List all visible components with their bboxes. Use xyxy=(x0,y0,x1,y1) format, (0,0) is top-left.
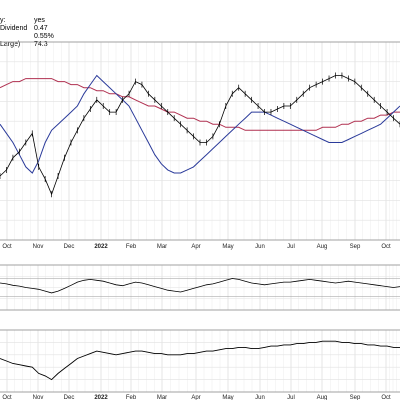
x-tick-label: Oct xyxy=(381,395,391,400)
x-tick-label: May xyxy=(222,244,233,250)
info-value: 0.47 xyxy=(34,25,48,32)
ma-long-line xyxy=(0,78,400,131)
info-panel: y: yes Dividend 0.47 0.55% Large) 74.3 xyxy=(0,1,54,57)
x-tick-label: 2022 xyxy=(94,395,108,400)
x-tick-label: Jul xyxy=(287,395,295,400)
x-tick-label: Dec xyxy=(64,244,75,250)
panel-borders xyxy=(0,41,400,393)
x-tick-label: Mar xyxy=(157,395,167,400)
oscillator-line xyxy=(0,278,400,294)
x-tick-label: Oct xyxy=(2,244,12,250)
x-tick-label: Aug xyxy=(317,244,328,250)
price-line xyxy=(0,75,400,196)
info-label: Dividend xyxy=(0,25,28,32)
x-tick-label: Feb xyxy=(126,244,137,250)
oscillator-panel-grid xyxy=(0,264,400,311)
x-tick-label: Feb xyxy=(126,395,137,400)
info-line: Large) 74.3 xyxy=(0,41,48,49)
x-tick-label: Oct xyxy=(381,244,391,250)
x-tick-label: Dec xyxy=(64,395,75,400)
info-label: Large) xyxy=(0,41,21,48)
ma-short-line xyxy=(0,74,400,174)
info-lines: y: yes Dividend 0.47 0.55% Large) 74.3 xyxy=(0,17,54,49)
info-value: 0.55% xyxy=(34,33,54,40)
relative-panel-grid xyxy=(0,329,400,393)
bottom-x-tick-labels: Oct Nov Dec 2022 Feb Mar Apr May Jun Jul Aug Sep Oct xyxy=(2,395,391,400)
x-tick-label: May xyxy=(222,395,233,400)
x-tick-label: Sep xyxy=(350,395,361,400)
info-line: 0.55% xyxy=(0,33,54,41)
info-value: 74.3 xyxy=(34,41,48,48)
x-tick-label: Nov xyxy=(33,244,44,250)
x-tick-label: Jul xyxy=(287,244,295,250)
x-tick-label: Oct xyxy=(2,395,12,400)
info-line: y: yes xyxy=(0,17,45,25)
x-tick-label: 2022 xyxy=(94,244,108,250)
x-tick-label: Jun xyxy=(255,244,265,250)
info-line: Dividend 0.47 xyxy=(0,25,48,33)
x-tick-label: Apr xyxy=(191,395,200,400)
x-tick-label: Sep xyxy=(350,244,361,250)
x-tick-label: Mar xyxy=(157,244,167,250)
oscillator-series xyxy=(0,278,400,297)
relative-series xyxy=(0,340,400,381)
x-tick-label: Jun xyxy=(255,395,265,400)
main-series xyxy=(0,72,400,198)
info-label: y: xyxy=(0,17,6,24)
x-tick-label: Apr xyxy=(191,244,200,250)
relative-line xyxy=(0,340,400,381)
x-tick-label: Nov xyxy=(33,395,44,400)
x-tick-label: Aug xyxy=(317,395,328,400)
main-x-tick-labels: Oct Nov Dec 2022 Feb Mar Apr May Jun Jul Aug Sep Oct xyxy=(2,244,391,250)
main-panel-grid xyxy=(0,41,400,241)
info-value: yes xyxy=(34,17,45,24)
